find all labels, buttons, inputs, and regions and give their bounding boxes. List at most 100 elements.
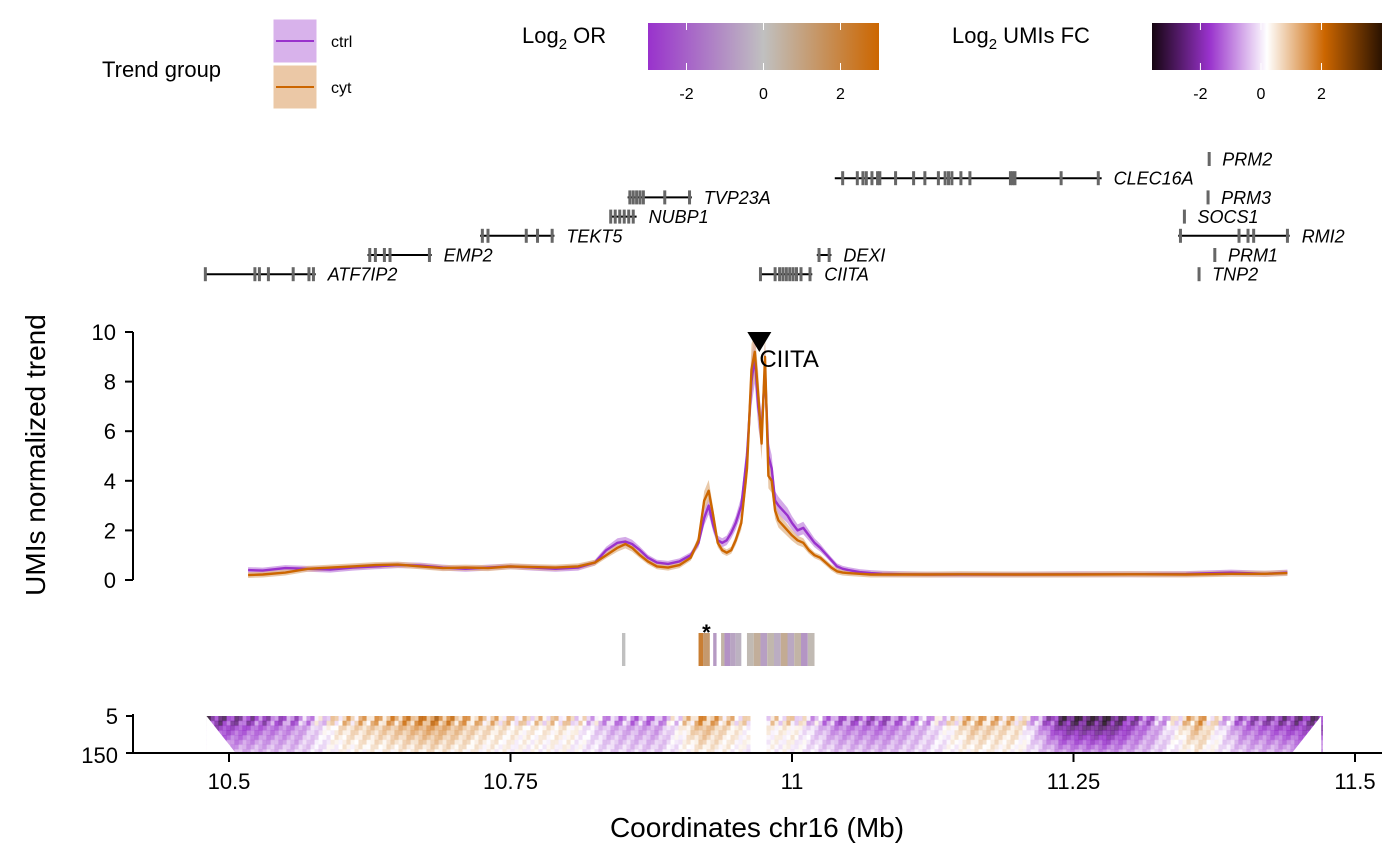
hic-cell bbox=[626, 744, 631, 750]
hic-cell bbox=[482, 720, 487, 727]
hic-cell bbox=[726, 735, 731, 741]
hic-cell bbox=[498, 716, 503, 722]
hic-cell bbox=[670, 744, 675, 750]
hic-cell bbox=[886, 735, 891, 741]
hic-cell bbox=[1298, 735, 1303, 741]
hic-cell bbox=[394, 720, 399, 727]
hic-cell bbox=[734, 730, 739, 736]
hic-cell bbox=[938, 749, 943, 754]
gene-label: TVP23A bbox=[704, 188, 771, 208]
hic-cell bbox=[374, 744, 379, 750]
hic-cell bbox=[430, 749, 435, 754]
hic-cell bbox=[966, 749, 971, 754]
hic-cell bbox=[670, 739, 675, 746]
hic-cell bbox=[1010, 735, 1015, 741]
hic-cell bbox=[850, 749, 855, 754]
hic-cell bbox=[1210, 720, 1215, 727]
hic-cell bbox=[450, 735, 455, 741]
hic-cell bbox=[418, 720, 423, 727]
hic-cell bbox=[378, 725, 383, 731]
hic-cell bbox=[1242, 739, 1247, 746]
hic-cell bbox=[1290, 725, 1295, 731]
hic-cell bbox=[962, 725, 967, 731]
hic-cell bbox=[538, 720, 543, 727]
hic-cell bbox=[1082, 725, 1087, 731]
colorbar-log2-umis-fc: Log2 UMIs FC -2 0 2 bbox=[952, 23, 1382, 103]
hic-cell bbox=[1226, 739, 1231, 746]
hic-cell bbox=[1182, 739, 1187, 746]
hic-cell bbox=[1242, 720, 1247, 727]
hic-cell bbox=[1070, 739, 1075, 746]
hic-cell bbox=[478, 744, 483, 750]
hic-cell bbox=[1206, 749, 1211, 754]
hic-cell bbox=[1278, 749, 1283, 754]
gene-tekt5: TEKT5 bbox=[480, 226, 623, 246]
hic-cell bbox=[590, 716, 595, 722]
hic-cell bbox=[518, 725, 523, 731]
gene-label: CIITA bbox=[824, 265, 869, 285]
hic-cell bbox=[1034, 739, 1039, 746]
hic-cell bbox=[526, 730, 531, 736]
hic-cell bbox=[806, 716, 811, 722]
hic-cell bbox=[806, 730, 811, 736]
hic-cell bbox=[938, 720, 943, 727]
hic-cell bbox=[1210, 749, 1215, 754]
hic-cell bbox=[958, 735, 963, 741]
hic-cell bbox=[890, 720, 895, 727]
hic-cell bbox=[718, 749, 723, 754]
hic-cell bbox=[1226, 735, 1231, 741]
hic-cell bbox=[322, 749, 327, 754]
hic-cell bbox=[1078, 735, 1083, 741]
hic-cell bbox=[526, 720, 531, 727]
hic-cell bbox=[394, 716, 399, 722]
hic-cell bbox=[298, 725, 303, 731]
viewpoint-label: CIITA bbox=[759, 346, 819, 373]
hic-cell bbox=[1250, 730, 1255, 736]
hic-cell bbox=[1118, 716, 1123, 722]
hic-cell bbox=[970, 725, 975, 731]
hic-cell bbox=[590, 725, 595, 731]
hic-cell bbox=[1042, 739, 1047, 746]
hic-cell bbox=[590, 739, 595, 746]
hic-cell bbox=[978, 716, 983, 722]
hic-cell bbox=[1278, 725, 1283, 731]
hic-cell-gap bbox=[758, 735, 763, 741]
hic-cell bbox=[510, 735, 515, 741]
hic-cell bbox=[722, 744, 727, 750]
hic-cell bbox=[734, 749, 739, 754]
hic-cell bbox=[982, 725, 987, 731]
hic-cell bbox=[698, 735, 703, 741]
hic-cell bbox=[1242, 725, 1247, 731]
hic-cell bbox=[1262, 739, 1267, 746]
hic-cell bbox=[558, 749, 563, 754]
gene-exon bbox=[864, 171, 868, 186]
hic-cell bbox=[922, 744, 927, 750]
hic-cell bbox=[1026, 730, 1031, 736]
hic-cell-gap bbox=[750, 739, 755, 746]
hic-cell bbox=[1238, 716, 1243, 722]
hic-cell bbox=[630, 739, 635, 746]
or-bin bbox=[724, 633, 731, 666]
hic-cell bbox=[382, 716, 387, 722]
hic-cell bbox=[486, 749, 491, 754]
hic-cell bbox=[1118, 725, 1123, 731]
hic-cell bbox=[1198, 749, 1203, 754]
hic-cell bbox=[670, 749, 675, 754]
hic-cell bbox=[942, 720, 947, 727]
hic-cell bbox=[1018, 735, 1023, 741]
hic-cell bbox=[242, 725, 247, 731]
hic-cell bbox=[1026, 744, 1031, 750]
hic-cell bbox=[1078, 716, 1083, 722]
legend-label-ctrl: ctrl bbox=[331, 34, 352, 51]
or-bin bbox=[760, 633, 768, 666]
hic-cell bbox=[906, 739, 911, 746]
hic-cell bbox=[1118, 735, 1123, 741]
hic-cell bbox=[474, 725, 479, 731]
gene-exon bbox=[609, 209, 613, 224]
hic-cell bbox=[378, 730, 383, 736]
hic-cell bbox=[422, 739, 427, 746]
hic-cell bbox=[218, 716, 223, 722]
hic-cell-gap bbox=[762, 716, 767, 722]
hic-cell bbox=[662, 735, 667, 741]
